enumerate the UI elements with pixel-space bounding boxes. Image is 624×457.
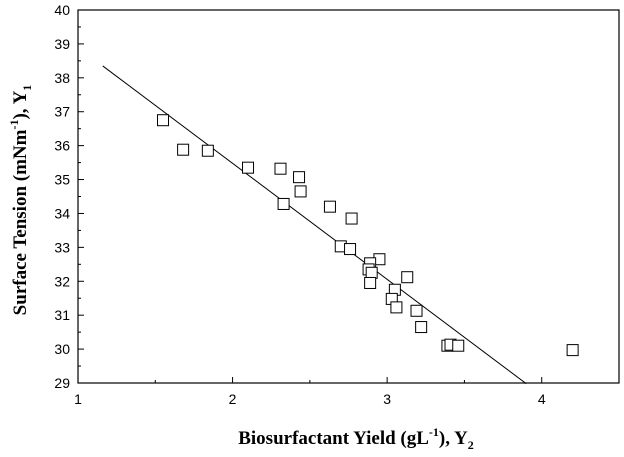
y-tick-label: 39: [54, 36, 70, 52]
data-point: [274, 162, 287, 175]
y-axis-title-main: Surface Tension (mNm: [10, 129, 31, 315]
data-point: [344, 243, 357, 256]
y-axis-title-sub: 1: [20, 85, 34, 91]
y-axis-title-sup: -1: [7, 120, 21, 130]
data-point: [365, 266, 378, 279]
y-tick-label: 30: [54, 341, 70, 357]
y-axis-title: Surface Tension (mNm-1), Y1: [7, 85, 34, 316]
y-tick-label: 29: [54, 375, 70, 391]
x-axis-title-tail: ), Y: [439, 428, 468, 449]
x-axis-title: Biosurfactant Yield (gL-1), Y2: [238, 425, 474, 452]
data-point: [364, 276, 377, 289]
data-point: [242, 161, 255, 174]
data-point: [410, 304, 423, 317]
data-point: [201, 144, 214, 157]
y-tick-label: 37: [54, 104, 70, 120]
data-point: [294, 185, 307, 198]
x-tick-label: 2: [229, 391, 237, 407]
data-point: [415, 321, 428, 334]
data-point: [390, 301, 403, 314]
data-point: [293, 171, 306, 184]
data-point: [566, 344, 579, 357]
y-tick-label: 38: [54, 70, 70, 86]
fit-line: [102, 65, 527, 385]
x-axis-title-sub: 2: [468, 438, 474, 452]
y-tick-label: 34: [54, 205, 70, 221]
x-axis-title-sup: -1: [429, 425, 439, 439]
data-point: [177, 143, 190, 156]
data-point: [401, 271, 414, 284]
x-tick-label: 4: [538, 391, 546, 407]
y-tick-label: 40: [54, 2, 70, 18]
x-tick-label: 3: [383, 391, 391, 407]
y-axis-title-tail: ), Y: [10, 90, 31, 119]
y-tick-label: 35: [54, 172, 70, 188]
data-point: [452, 339, 465, 352]
y-tick-label: 33: [54, 239, 70, 255]
x-axis-title-main: Biosurfactant Yield (gL: [238, 428, 429, 449]
data-marks: [102, 65, 579, 385]
y-tick-label: 32: [54, 273, 70, 289]
x-tick-label: 1: [74, 391, 82, 407]
data-point: [277, 197, 290, 210]
data-point: [157, 114, 170, 127]
y-tick-label: 31: [54, 307, 70, 323]
y-tick-label: 36: [54, 138, 70, 154]
plot-frame: [77, 9, 620, 384]
data-point: [345, 212, 358, 225]
data-point: [323, 200, 336, 213]
